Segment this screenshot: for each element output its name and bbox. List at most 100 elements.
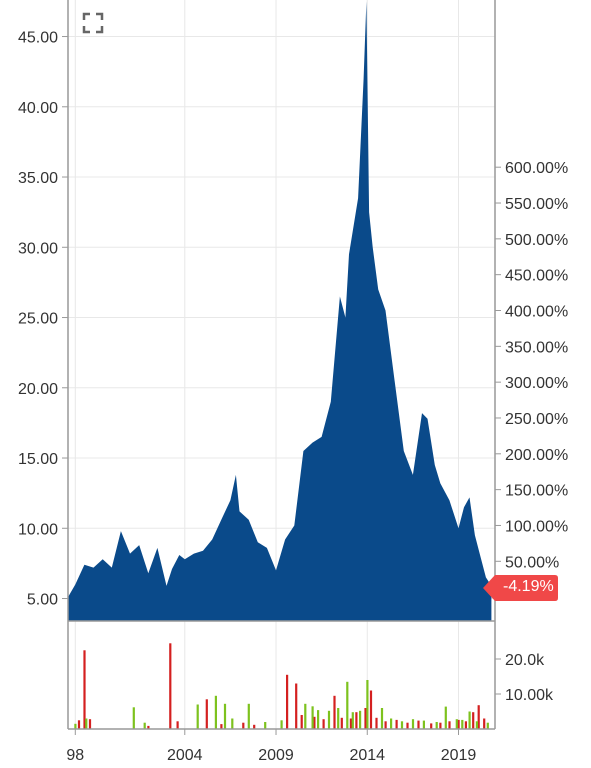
volume-bar <box>359 710 362 729</box>
last-change-value: -4.19% <box>503 578 554 595</box>
price-axis-ticks: 5.00 10.00 15.00 20.00 25.00 30.00 35.00 40.00 4… <box>18 30 68 609</box>
price-area-series <box>68 1 492 621</box>
volume-bar <box>486 722 489 729</box>
volume-bar <box>169 643 172 730</box>
volume-bar <box>461 719 464 729</box>
volume-axis-ticks: 10.00k 20.0k <box>495 652 554 704</box>
volume-bar <box>280 720 283 730</box>
volume-bar <box>400 721 404 729</box>
volume-bar <box>247 703 250 729</box>
volume-bar <box>477 705 480 729</box>
volume-bar <box>132 707 135 729</box>
volume-bar <box>439 722 442 729</box>
percent-tick-label: 200.00% <box>505 447 568 464</box>
volume-bar <box>483 718 486 729</box>
volume-bar <box>300 715 303 729</box>
percent-tick-label: 250.00% <box>505 411 568 428</box>
percent-tick-label: 100.00% <box>505 518 568 535</box>
percent-tick-label: 450.00% <box>505 268 568 285</box>
price-tick-label: 25.00 <box>18 311 58 328</box>
volume-bar <box>214 695 217 730</box>
volume-bar <box>364 708 367 729</box>
volume-bar <box>475 721 478 729</box>
volume-bar <box>220 724 223 729</box>
volume-bar <box>366 680 369 729</box>
volume-bar <box>223 703 227 729</box>
volume-bar <box>295 683 298 729</box>
volume-tick-label: 10.00k <box>505 687 554 704</box>
volume-bar <box>472 712 475 729</box>
percent-tick-label: 350.00% <box>505 339 568 356</box>
volume-bar <box>430 723 433 729</box>
volume-bar <box>327 710 331 729</box>
volume-bar <box>77 720 81 730</box>
volume-bar <box>455 719 458 729</box>
percent-tick-label: 400.00% <box>505 304 568 321</box>
volume-bar <box>349 718 352 729</box>
volume-bar <box>313 716 316 730</box>
volume-bar <box>406 722 409 729</box>
date-axis-ticks: 98 2004 2009 2014 2019 <box>66 729 476 764</box>
price-tick-label: 10.00 <box>18 521 58 538</box>
price-tick-label: 40.00 <box>18 100 58 117</box>
volume-bars <box>74 643 489 730</box>
volume-bar <box>468 711 471 729</box>
volume-bar <box>346 681 349 730</box>
volume-bar <box>355 712 358 729</box>
volume-bar <box>444 706 447 729</box>
volume-bar <box>375 717 378 729</box>
volume-bar <box>317 710 320 729</box>
volume-bar <box>83 650 86 730</box>
volume-bar <box>176 721 179 729</box>
volume-bar <box>351 712 354 729</box>
volume-bar <box>384 721 387 729</box>
percent-tick-label: 600.00% <box>505 160 568 177</box>
date-tick-label: 98 <box>66 747 84 764</box>
volume-tick-label: 20.0k <box>505 652 545 669</box>
date-tick-label: 2014 <box>349 747 385 764</box>
price-tick-label: 20.00 <box>18 381 58 398</box>
volume-bar <box>74 723 77 730</box>
percent-tick-label: 150.00% <box>505 483 568 500</box>
volume-bar <box>264 722 267 729</box>
percent-tick-label: 550.00% <box>505 196 568 213</box>
volume-bar <box>253 724 256 729</box>
price-tick-label: 5.00 <box>27 592 58 609</box>
volume-bar <box>196 704 199 729</box>
volume-bar <box>205 699 208 730</box>
date-tick-label: 2019 <box>441 747 477 764</box>
volume-bar <box>369 690 373 729</box>
volume-bar <box>311 706 314 730</box>
volume-bar <box>88 719 92 729</box>
volume-bar <box>147 725 150 729</box>
volume-bar <box>143 722 146 729</box>
volume-bar <box>411 719 415 729</box>
volume-bar <box>395 719 398 729</box>
price-tick-label: 15.00 <box>18 451 58 468</box>
fullscreen-icon[interactable] <box>82 12 104 34</box>
volume-bar <box>286 674 289 730</box>
volume-bar <box>435 722 438 729</box>
volume-bar <box>231 718 234 729</box>
percent-tick-label: 500.00% <box>505 232 568 249</box>
date-tick-label: 2004 <box>167 747 203 764</box>
volume-bar <box>337 708 340 729</box>
volume-bar <box>464 721 467 729</box>
volume-bar <box>322 719 325 729</box>
percent-axis-ticks: 50.00% 100.00% 150.00% 200.00% 250.00% 300.00… <box>495 160 568 571</box>
volume-bar <box>457 719 460 729</box>
volume-bar <box>85 718 88 729</box>
volume-bar <box>380 708 384 729</box>
volume-bar <box>390 718 393 729</box>
volume-bar <box>417 720 420 729</box>
price-tick-label: 35.00 <box>18 170 58 187</box>
percent-tick-label: 50.00% <box>505 554 559 571</box>
volume-bar <box>333 695 336 730</box>
percent-tick-label: 300.00% <box>505 375 568 392</box>
price-tick-label: 30.00 <box>18 240 58 257</box>
volume-bar <box>340 717 343 729</box>
volume-bar <box>304 703 307 729</box>
volume-bar <box>448 721 451 729</box>
volume-bar <box>242 722 245 729</box>
